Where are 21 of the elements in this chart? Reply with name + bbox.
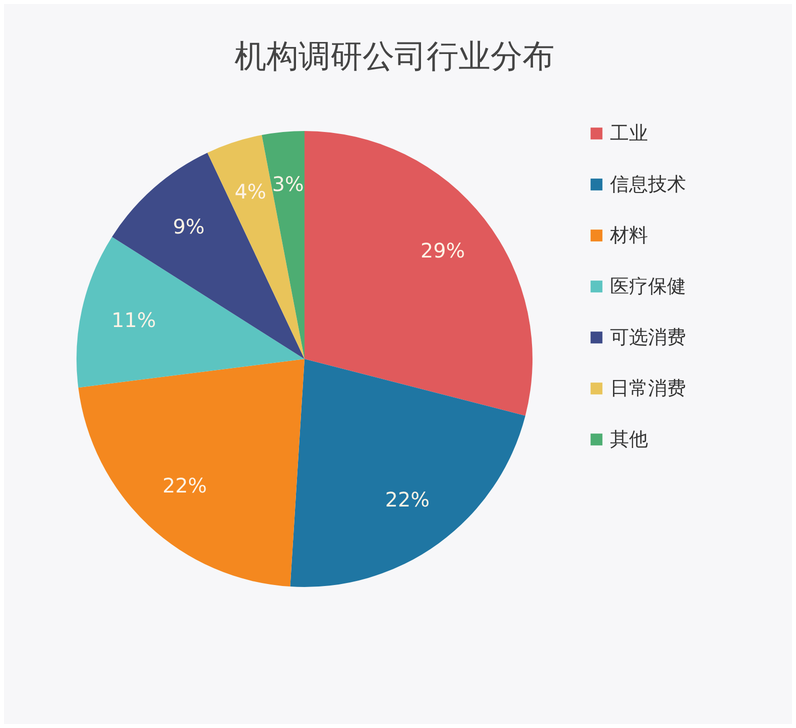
legend-label: 医疗保健: [610, 276, 686, 298]
data-label: 22%: [162, 474, 207, 498]
pie-slice: [207, 135, 304, 359]
pie-slice: [290, 359, 526, 587]
pie-slice: [78, 359, 304, 587]
chart-title: 机构调研公司行业分布: [234, 37, 554, 75]
legend-label: 其他: [610, 428, 648, 450]
data-label: 22%: [385, 488, 430, 512]
legend-label: 工业: [610, 122, 648, 144]
data-label: 11%: [111, 308, 156, 332]
data-label: 29%: [420, 238, 466, 263]
legend-label: 材料: [609, 224, 648, 246]
pie-slice: [76, 236, 304, 388]
legend-label: 可选消费: [610, 326, 686, 348]
data-label: 4%: [234, 180, 266, 204]
legend-label: 日常消费: [610, 378, 686, 400]
data-label: 9%: [172, 214, 205, 239]
data-label: 3%: [272, 172, 304, 196]
pie-slice: [112, 152, 304, 359]
pie-slice: [304, 131, 532, 416]
legend-label: 信息技术: [610, 174, 686, 196]
